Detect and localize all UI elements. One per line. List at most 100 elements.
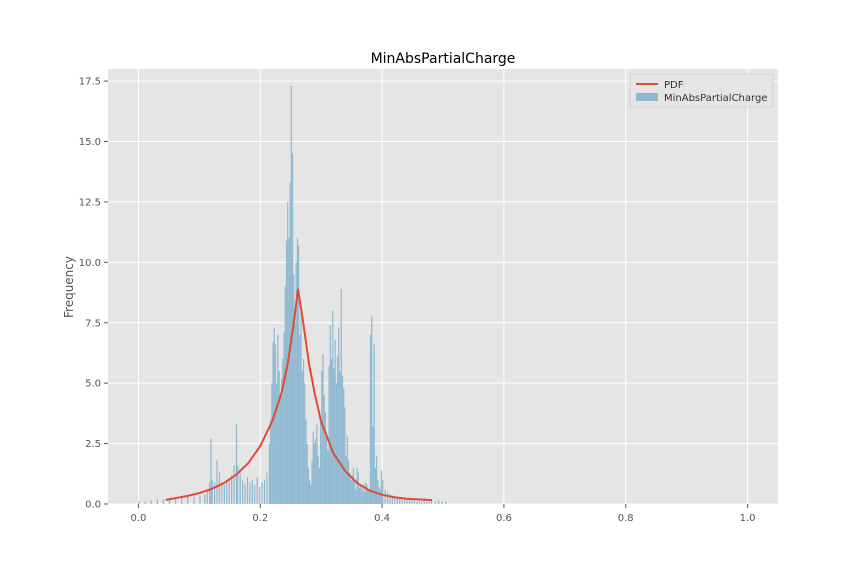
histogram-bar <box>372 426 374 504</box>
histogram-bar <box>338 327 340 504</box>
histogram-bar <box>276 383 278 504</box>
histogram-bar <box>334 339 336 504</box>
histogram-bar <box>396 496 398 504</box>
histogram-bar <box>445 501 447 504</box>
histogram-bar <box>367 489 369 504</box>
histogram-bar <box>282 359 284 504</box>
histogram-bar <box>430 500 433 504</box>
x-tick-label: 0.0 <box>131 513 147 524</box>
histogram-bar <box>413 500 415 504</box>
histogram-bar <box>345 455 347 504</box>
legend-box <box>629 73 774 108</box>
histogram-bar <box>298 245 300 504</box>
pdf-curve <box>165 288 433 502</box>
histogram-bar <box>210 438 212 504</box>
histogram-bar <box>329 325 331 504</box>
histogram-bar <box>371 315 373 504</box>
histogram-bar <box>249 482 251 504</box>
histogram-bar <box>256 477 258 504</box>
histogram-bar <box>266 472 268 504</box>
histogram-bar <box>268 443 271 504</box>
histogram-bar <box>337 356 339 504</box>
histogram-bar <box>296 238 299 504</box>
histogram-bar <box>324 412 327 504</box>
histogram-bar <box>441 501 443 504</box>
y-tick-label: 2.5 <box>85 439 101 450</box>
histogram-bar <box>362 484 364 504</box>
histogram-bar <box>263 479 266 504</box>
histogram-bar <box>349 472 351 504</box>
histogram-bar <box>305 419 307 504</box>
histogram-bar <box>235 424 238 504</box>
histogram-bar <box>293 274 295 504</box>
histogram-bar <box>434 501 436 504</box>
histogram-bar <box>319 417 322 504</box>
histogram-bar <box>301 371 303 504</box>
histogram-bar <box>356 467 358 504</box>
y-tick-label: 12.5 <box>79 197 101 208</box>
histogram-bar <box>311 460 313 504</box>
histogram-bar <box>333 368 335 504</box>
histogram-bar <box>346 436 348 504</box>
histogram-bar <box>226 482 228 504</box>
histogram-bar <box>389 494 391 504</box>
y-tick-label: 5.0 <box>85 379 101 390</box>
histogram-bar <box>379 489 381 504</box>
histogram-bar <box>204 494 206 504</box>
histogram-bar <box>330 359 333 504</box>
histogram-bar <box>233 465 235 504</box>
histogram-bar <box>344 407 346 504</box>
histogram-bar <box>221 482 223 504</box>
histogram-bar <box>425 501 428 504</box>
legend-hist-swatch <box>636 93 658 101</box>
histogram-bar <box>274 344 277 504</box>
histogram-bar <box>408 499 411 504</box>
histogram-bar <box>421 501 423 504</box>
histogram-bar <box>283 332 285 504</box>
legend-pdf-label: PDF <box>664 80 684 91</box>
histogram-bar <box>299 334 301 504</box>
histogram-bar <box>350 479 352 504</box>
histogram-bar <box>374 467 376 504</box>
y-axis-ticks: 0.0 2.5 5.0 7.5 10.0 12.5 15.0 17.5 <box>79 77 108 511</box>
histogram-bar <box>251 479 253 504</box>
histogram-bar <box>380 470 383 504</box>
histogram-bar <box>304 383 306 504</box>
histogram-bar <box>366 484 368 504</box>
histogram-bar <box>211 479 213 504</box>
y-tick-label: 7.5 <box>85 318 101 329</box>
histogram-bar <box>272 342 274 504</box>
histogram-bar <box>150 500 152 504</box>
histogram-bar <box>218 472 221 504</box>
histogram-bar <box>328 366 330 504</box>
histogram-bar <box>187 496 189 504</box>
histogram-bar <box>313 443 316 504</box>
histogram-bar <box>339 371 341 504</box>
histogram-bar <box>355 489 357 504</box>
histogram-bar <box>288 238 290 504</box>
histogram-bar <box>242 479 244 504</box>
histogram-bar <box>237 465 239 504</box>
histogram-bar <box>302 359 305 504</box>
pdf-curve-group <box>165 288 433 502</box>
histogram-bar <box>373 344 375 504</box>
histogram-bar <box>377 479 379 504</box>
y-tick-label: 0.0 <box>85 500 101 511</box>
histogram-bar <box>270 419 272 504</box>
histogram-bar <box>168 499 171 504</box>
histogram-bar <box>261 482 263 504</box>
histogram-bar <box>332 310 334 504</box>
histogram-bar <box>246 477 249 504</box>
y-tick-label: 10.0 <box>79 258 101 269</box>
histogram-bar <box>363 491 366 504</box>
histogram-bar <box>361 489 363 504</box>
histogram-bar <box>335 383 338 504</box>
histogram-bar <box>199 495 201 504</box>
histogram-bar <box>228 479 230 504</box>
histogram-bar <box>162 499 165 504</box>
histogram-bar <box>315 438 317 504</box>
histogram-bar <box>326 431 328 504</box>
x-tick-label: 0.8 <box>618 513 634 524</box>
